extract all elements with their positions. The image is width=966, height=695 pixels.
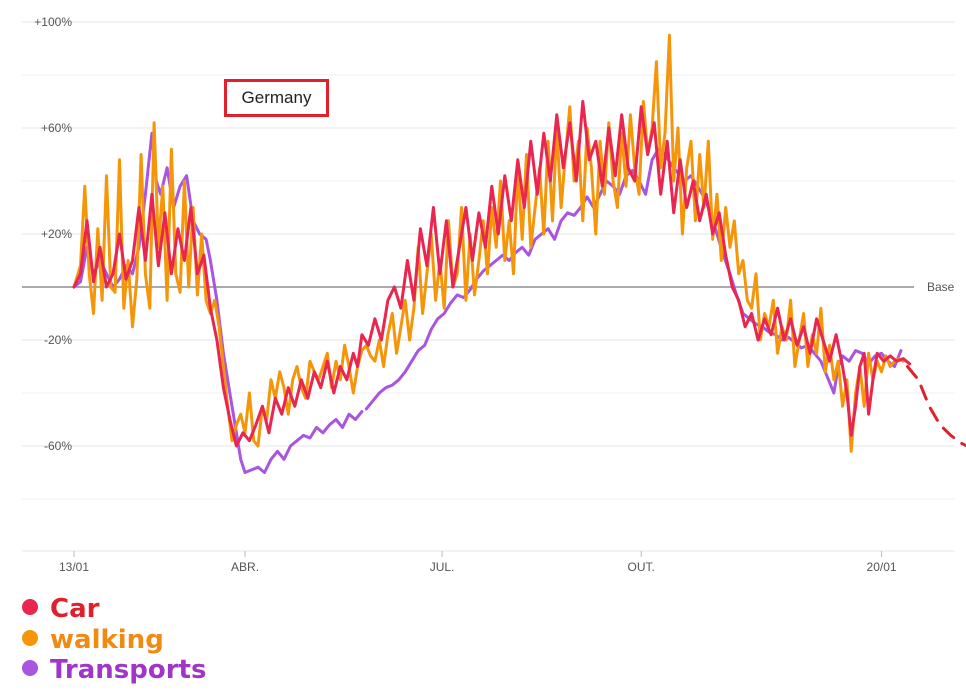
walking-dot-icon <box>22 629 38 646</box>
legend-label-transports: Transports <box>50 655 207 685</box>
legend-label-walking: walking <box>50 625 164 655</box>
line-chart: +100% +60% +20% -20% -60% Base 13/01 ABR. JUL.… <box>22 15 966 574</box>
transports-dot-icon <box>22 659 38 676</box>
y-axis-ticks: +100% +60% +20% -20% -60% <box>34 15 72 453</box>
car-dot-icon <box>22 598 38 615</box>
series-line-car <box>72 100 912 448</box>
y-tick-label: -20% <box>44 333 72 347</box>
x-axis-ticks: 13/01 ABR. JUL. OUT. 20/01 <box>59 551 897 574</box>
y-tick-label: -60% <box>44 439 72 453</box>
y-tick-label: +100% <box>34 15 72 29</box>
x-tick-label: OUT. <box>628 560 655 574</box>
series-line-walking <box>72 33 905 453</box>
chart-title: Germany <box>224 79 329 117</box>
x-tick-label: JUL. <box>430 560 455 574</box>
x-tick-label: 13/01 <box>59 560 89 574</box>
series-line-transports <box>72 131 364 474</box>
series-lines <box>72 33 966 474</box>
legend-label-car: Car <box>50 594 100 624</box>
y-tick-label: +20% <box>41 227 72 241</box>
series-line-car-forecast <box>906 365 966 448</box>
legend-item-car: Car <box>22 594 99 624</box>
baseline: Base <box>22 280 955 294</box>
baseline-label: Base <box>927 280 955 294</box>
legend-item-walking: walking <box>22 625 164 655</box>
x-tick-label: ABR. <box>231 560 259 574</box>
y-tick-label: +60% <box>41 121 72 135</box>
x-tick-label: 20/01 <box>867 560 897 574</box>
legend-item-transports: Transports <box>22 655 206 685</box>
